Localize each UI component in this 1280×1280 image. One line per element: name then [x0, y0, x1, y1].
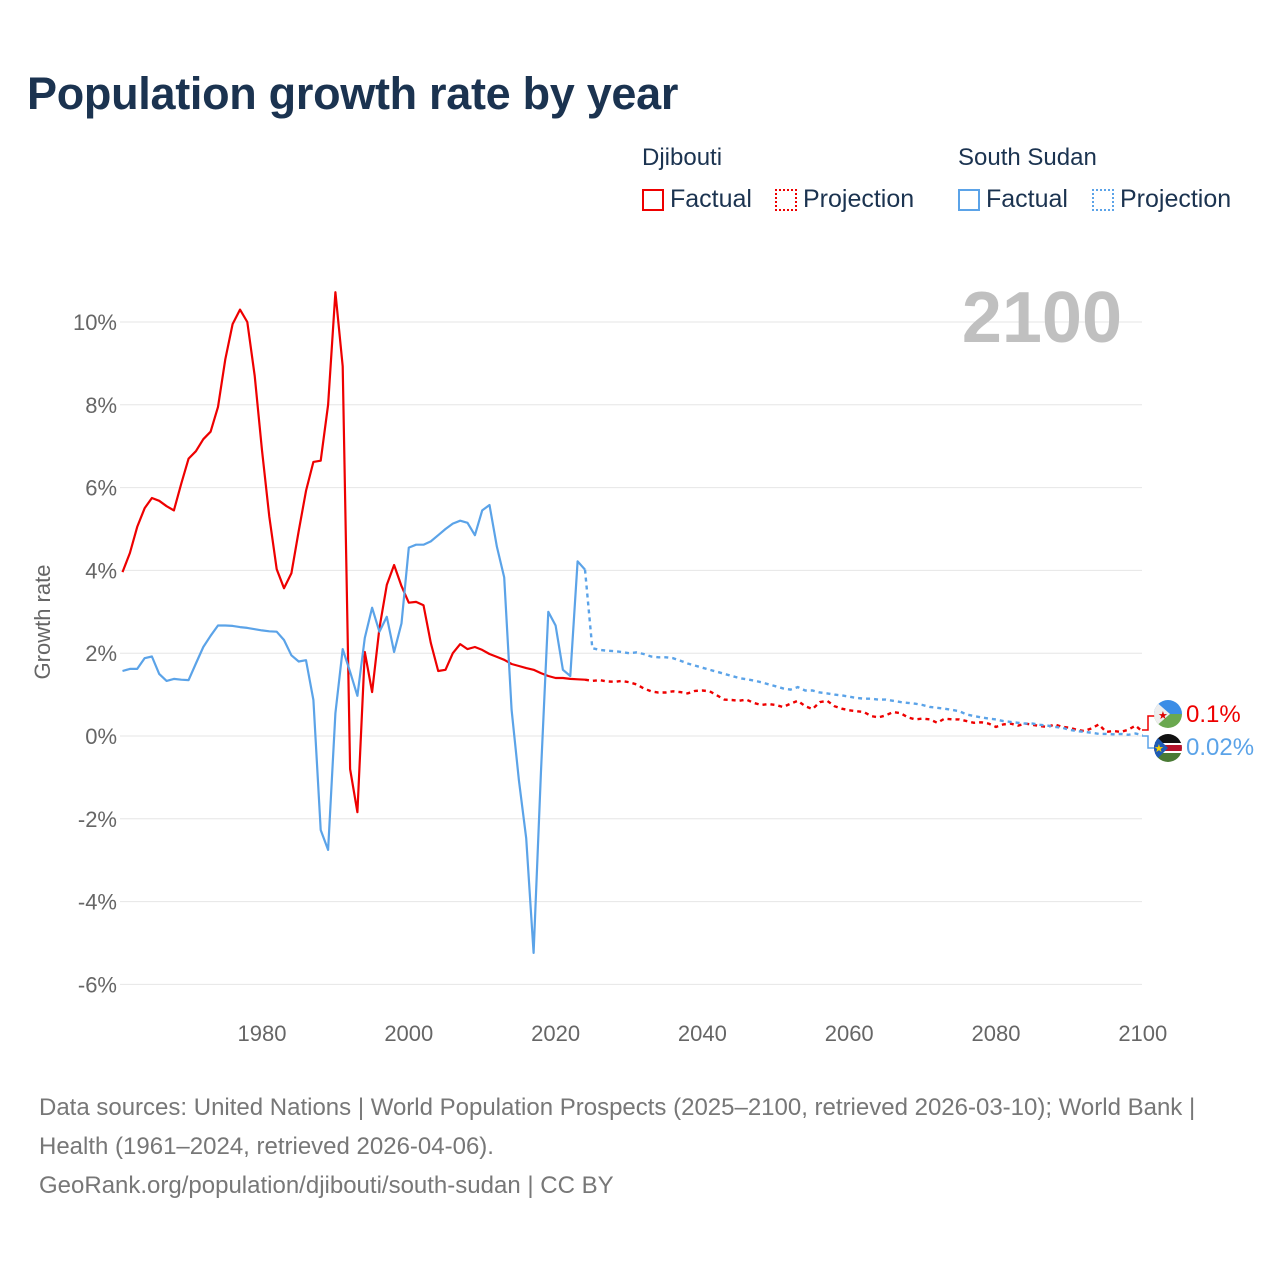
y-tick-label: 4%	[85, 558, 117, 583]
data-sources: Data sources: United Nations | World Pop…	[39, 1094, 1196, 1160]
x-tick-label: 2080	[972, 1021, 1021, 1046]
legend-group-djibouti: Djibouti	[642, 144, 723, 171]
legend-south-sudan-factual[interactable]: Factual	[958, 185, 1068, 214]
legend-label: Projection	[1120, 185, 1232, 213]
y-axis-label: Growth rate	[30, 565, 55, 680]
y-tick-label: 0%	[85, 724, 117, 749]
solid-swatch-icon	[642, 188, 664, 211]
south-sudan-factual-line	[122, 503, 586, 954]
svg-text:★: ★	[1154, 743, 1164, 755]
legend-group-south-sudan: South Sudan	[958, 144, 1097, 171]
year-display: 2100	[962, 278, 1122, 358]
djibouti-factual-line	[121, 291, 586, 814]
solid-swatch-icon	[958, 188, 980, 211]
source-link[interactable]: GeoRank.org/population/djibouti/south-su…	[39, 1172, 614, 1199]
dotted-swatch-icon	[1092, 188, 1114, 211]
y-tick-label: 2%	[85, 641, 117, 666]
south-sudan-connector	[1142, 735, 1155, 749]
legend-djibouti-factual[interactable]: Factual	[642, 185, 752, 214]
y-tick-label: -6%	[78, 972, 117, 997]
x-tick-label: 2020	[531, 1021, 580, 1046]
south-sudan-projection-line	[583, 569, 1144, 737]
x-tick-label: 2060	[825, 1021, 874, 1046]
line-chart: -6% -4% -2% 0% 2% 4% 6% 8% 10% 1980 2000 2020 2040 2…	[30, 278, 1254, 1046]
x-tick-label: 2040	[678, 1021, 727, 1046]
x-tick-label: 2000	[384, 1021, 433, 1046]
south-sudan-end-label: 0.02%	[1186, 734, 1254, 761]
legend-south-sudan-projection[interactable]: Projection	[1092, 185, 1231, 214]
legend-label: Factual	[670, 185, 752, 213]
y-tick-label: -4%	[78, 890, 117, 915]
y-tick-label: 8%	[85, 393, 117, 418]
y-tick-label: -2%	[78, 807, 117, 832]
djibouti-projection-line	[584, 678, 1144, 734]
footer: Data sources: United Nations | World Pop…	[39, 1088, 1239, 1205]
y-tick-label: 10%	[73, 310, 117, 335]
djibouti-flag-icon: ★	[1154, 700, 1182, 728]
djibouti-connector	[1142, 715, 1155, 731]
x-tick-label: 1980	[238, 1021, 287, 1046]
dotted-swatch-icon	[775, 188, 797, 211]
legend-djibouti-projection[interactable]: Projection	[775, 185, 914, 214]
south-sudan-flag-icon: ★	[1154, 734, 1182, 762]
chart-title: Population growth rate by year	[27, 68, 679, 119]
svg-text:★: ★	[1158, 710, 1168, 722]
y-tick-label: 6%	[85, 476, 117, 501]
legend-label: Factual	[986, 185, 1068, 213]
x-tick-label: 2100	[1118, 1021, 1167, 1046]
legend-label: Projection	[803, 185, 915, 213]
djibouti-end-label: 0.1%	[1186, 701, 1241, 728]
